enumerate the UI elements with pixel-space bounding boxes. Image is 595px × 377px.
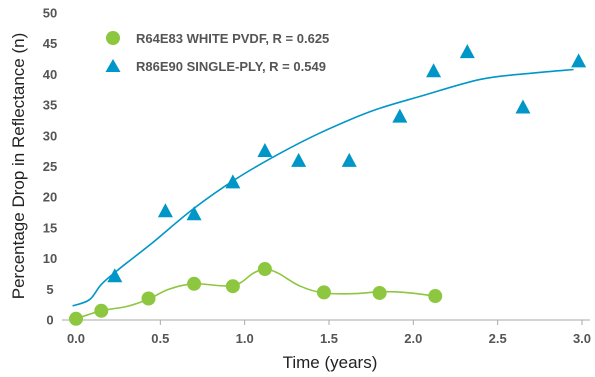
data-point-series-1 (94, 303, 109, 318)
legend-marker-series-1 (106, 31, 120, 45)
data-point-series-2 (459, 44, 475, 59)
y-tick-labels: 0 5 10 15 20 25 30 35 40 45 50 (43, 6, 57, 328)
x-axis-title: Time (years) (283, 353, 378, 372)
y-tick-label: 5 (46, 282, 53, 297)
x-tick-label: 1.0 (236, 331, 254, 346)
data-point-series-1 (257, 262, 272, 277)
y-tick-label: 45 (43, 36, 57, 51)
data-point-series-1 (187, 276, 202, 291)
data-point-series-2 (291, 152, 307, 167)
data-point-series-2 (107, 268, 123, 283)
x-tick-label: 0.0 (67, 331, 85, 346)
legend-label-series-2: R86E90 SINGLE-PLY, R = 0.549 (136, 59, 326, 74)
y-tick-label: 35 (43, 98, 57, 113)
x-tick-label: 1.5 (320, 331, 338, 346)
data-point-series-2 (426, 63, 442, 78)
data-point-series-1 (69, 311, 83, 326)
data-point-series-2 (341, 152, 357, 167)
legend: R64E83 WHITE PVDF, R = 0.625 R86E90 SING… (105, 31, 329, 74)
data-point-series-2 (571, 53, 587, 68)
x-tick-labels: 0.0 0.5 1.0 1.5 2.0 2.5 3.0 (67, 320, 591, 346)
data-point-series-2 (157, 203, 173, 218)
x-tick-label: 2.0 (404, 331, 422, 346)
legend-marker-series-2 (105, 59, 121, 72)
data-point-series-1 (428, 289, 443, 304)
data-point-series-1 (225, 279, 240, 294)
data-point-series-2 (186, 206, 202, 221)
y-tick-label: 40 (43, 67, 57, 82)
y-tick-label: 25 (43, 159, 57, 174)
data-point-series-2 (225, 174, 241, 189)
x-tick-label: 0.5 (151, 331, 169, 346)
data-point-series-2 (257, 143, 273, 158)
y-axis-title: Percentage Drop in Reflectance (n) (9, 33, 28, 299)
y-tick-label: 0 (46, 313, 53, 328)
y-tick-label: 10 (43, 251, 57, 266)
data-point-series-1 (372, 285, 387, 300)
y-tick-label: 50 (43, 6, 57, 21)
trend-lines (72, 68, 574, 320)
data-point-series-2 (515, 99, 531, 114)
y-tick-label: 15 (43, 220, 57, 235)
x-tick-label: 3.0 (573, 331, 591, 346)
data-point-series-1 (316, 285, 331, 300)
y-tick-label: 20 (43, 190, 57, 205)
y-tick-label: 30 (43, 128, 57, 143)
data-point-series-2 (392, 108, 408, 123)
x-tick-label: 2.5 (489, 331, 507, 346)
data-point-series-1 (141, 291, 156, 306)
legend-label-series-1: R64E83 WHITE PVDF, R = 0.625 (136, 31, 329, 46)
data-points (69, 44, 587, 326)
trend-line-series-2 (72, 68, 574, 307)
